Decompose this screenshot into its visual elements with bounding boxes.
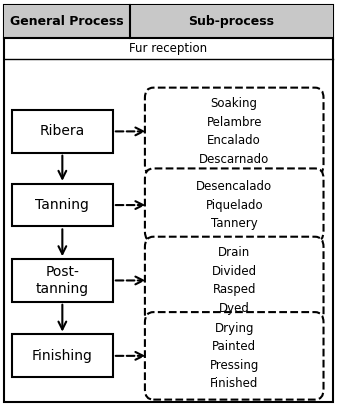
FancyBboxPatch shape — [12, 335, 113, 377]
Text: Finishing: Finishing — [32, 349, 93, 363]
FancyBboxPatch shape — [130, 5, 333, 38]
Text: Desencalado
Piquelado
Tannery: Desencalado Piquelado Tannery — [196, 180, 272, 230]
FancyBboxPatch shape — [145, 168, 324, 242]
FancyBboxPatch shape — [145, 237, 324, 324]
FancyBboxPatch shape — [4, 5, 333, 402]
FancyBboxPatch shape — [4, 5, 130, 38]
Text: General Process: General Process — [10, 15, 124, 28]
FancyBboxPatch shape — [12, 110, 113, 153]
Text: Ribera: Ribera — [40, 125, 85, 138]
FancyBboxPatch shape — [145, 88, 324, 175]
Text: Post-
tanning: Post- tanning — [36, 265, 89, 295]
FancyBboxPatch shape — [12, 184, 113, 226]
Text: Fur reception: Fur reception — [129, 42, 208, 55]
FancyBboxPatch shape — [12, 259, 113, 302]
Text: Sub-process: Sub-process — [188, 15, 274, 28]
Text: Tanning: Tanning — [35, 198, 89, 212]
FancyBboxPatch shape — [145, 312, 324, 400]
Text: Drain
Divided
Rasped
Dyed: Drain Divided Rasped Dyed — [212, 246, 257, 315]
Text: Soaking
Pelambre
Encalado
Descarnado: Soaking Pelambre Encalado Descarnado — [199, 97, 269, 166]
Text: Drying
Painted
Pressing
Finished: Drying Painted Pressing Finished — [210, 322, 259, 390]
